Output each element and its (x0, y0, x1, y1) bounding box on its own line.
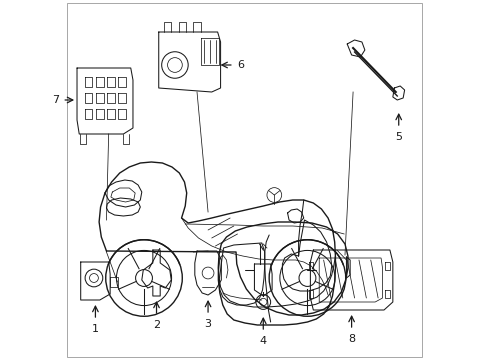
Text: 6: 6 (237, 60, 244, 70)
Text: 8: 8 (347, 334, 354, 344)
Text: 3: 3 (204, 319, 211, 329)
Text: 4: 4 (259, 336, 266, 346)
Text: 5: 5 (394, 132, 402, 142)
Text: 1: 1 (92, 324, 99, 334)
Text: 7: 7 (52, 95, 59, 105)
Text: 2: 2 (153, 320, 160, 330)
